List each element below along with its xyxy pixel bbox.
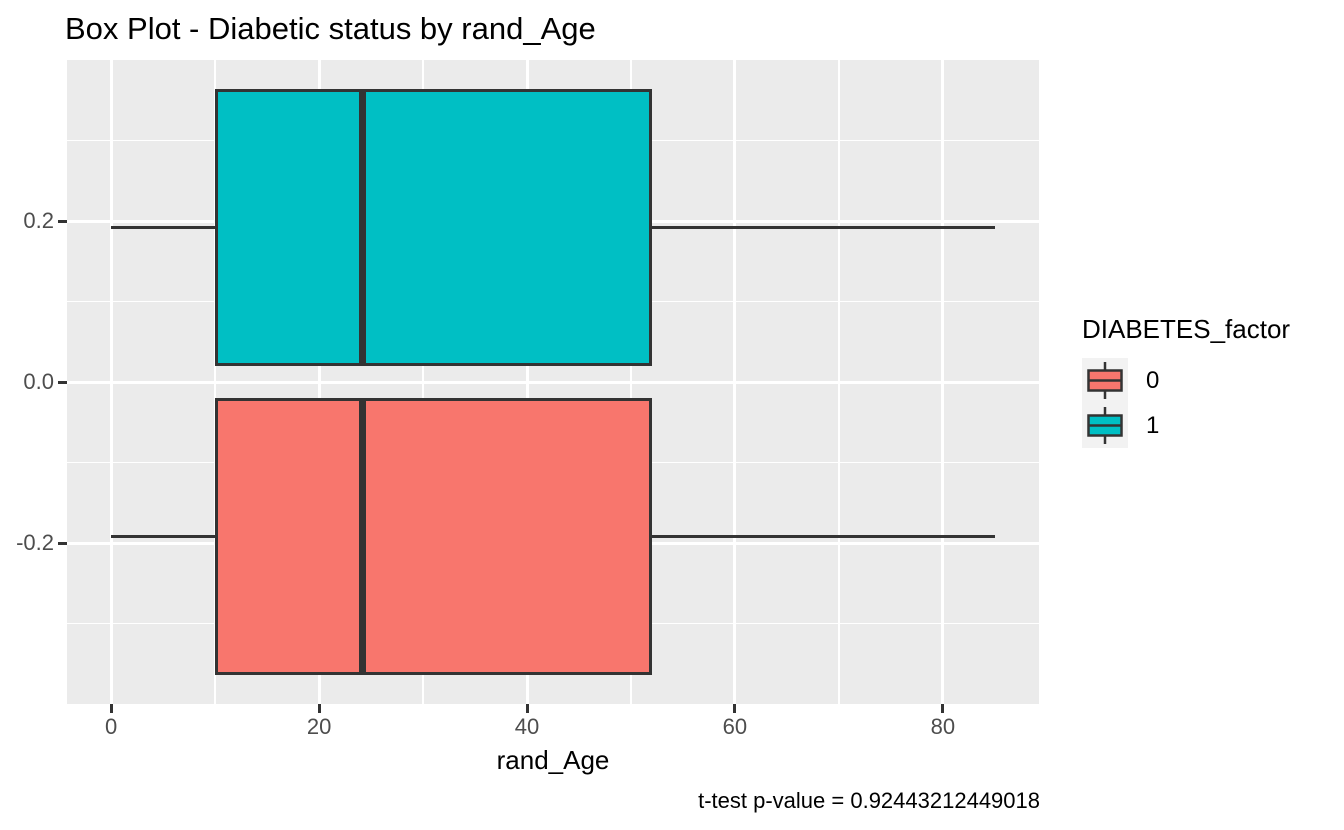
- y-tick-mark: [58, 541, 67, 545]
- legend-title: DIABETES_factor: [1082, 314, 1291, 344]
- x-axis-title: rand_Age: [496, 745, 610, 775]
- boxplot-key-icon: [1082, 358, 1128, 403]
- x-tick-label: 40: [514, 714, 540, 739]
- x-tick-mark: [109, 704, 113, 713]
- box-factor-1: [215, 88, 652, 367]
- x-tick-label: 80: [930, 714, 956, 739]
- x-tick-label: 60: [722, 714, 748, 739]
- gridline-y-major: [67, 380, 1039, 384]
- x-tick-mark: [525, 704, 529, 713]
- y-tick-label: 0.0: [23, 369, 54, 394]
- median-line-1: [359, 88, 367, 367]
- legend-item-1: 1: [1082, 403, 1290, 448]
- median-line-0: [359, 397, 367, 676]
- x-tick-mark: [317, 704, 321, 713]
- caption: t-test p-value = 0.92443212449018: [698, 788, 1040, 813]
- x-tick-label: 0: [105, 714, 118, 739]
- box-factor-0: [215, 397, 652, 676]
- x-tick-mark: [733, 704, 737, 713]
- legend-item-label: 1: [1146, 411, 1160, 439]
- legend-item-label: 0: [1146, 366, 1160, 394]
- plot-panel: [67, 60, 1039, 704]
- boxplot-key-icon: [1082, 403, 1128, 448]
- y-tick-mark: [58, 380, 67, 384]
- y-tick-label: -0.2: [16, 530, 54, 555]
- chart-title: Box Plot - Diabetic status by rand_Age: [65, 11, 596, 46]
- y-tick-label: 0.2: [23, 208, 54, 233]
- legend-item-0: 0: [1082, 358, 1290, 403]
- x-tick-label: 20: [306, 714, 332, 739]
- x-tick-mark: [941, 704, 945, 713]
- y-tick-mark: [58, 219, 67, 223]
